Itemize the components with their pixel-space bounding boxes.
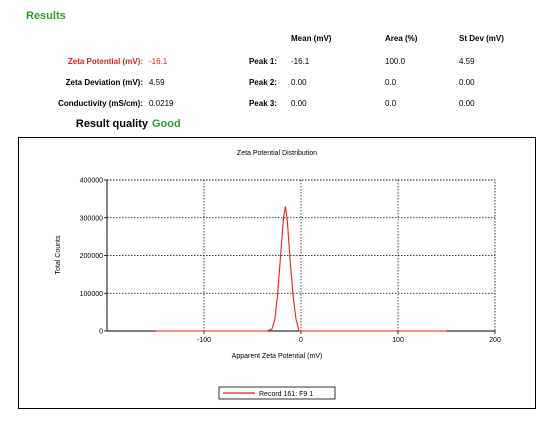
x-tick-label: 200 bbox=[489, 337, 501, 344]
header-area: Area (%) bbox=[385, 34, 418, 43]
peak-3-stdev: 0.00 bbox=[459, 99, 475, 108]
zeta-deviation-value: 4.59 bbox=[149, 78, 165, 87]
x-tick-label: 0 bbox=[299, 337, 303, 344]
results-title: Results bbox=[26, 10, 66, 22]
zeta-potential-label: Zeta Potential (mV): bbox=[67, 57, 143, 66]
x-tick-label: -100 bbox=[197, 337, 211, 344]
result-quality-value: Good bbox=[152, 118, 181, 130]
x-tick-label: 100 bbox=[392, 337, 404, 344]
conductivity-value: 0.0219 bbox=[149, 99, 174, 108]
header-mean: Mean (mV) bbox=[291, 34, 332, 43]
conductivity-label: Conductivity (mS/cm): bbox=[58, 99, 143, 108]
y-tick-label: 200000 bbox=[80, 253, 103, 260]
peak-2-area: 0.0 bbox=[385, 78, 397, 87]
x-axis-label: Apparent Zeta Potential (mV) bbox=[232, 353, 323, 360]
peak-1-area: 100.0 bbox=[385, 57, 406, 66]
zeta-potential-chart: Zeta Potential Distribution Apparent Zet… bbox=[55, 150, 501, 400]
peak-3-mean: 0.00 bbox=[291, 99, 307, 108]
chart-legend bbox=[218, 386, 336, 400]
zeta-chart-panel: Zeta Potential Distribution Apparent Zet… bbox=[18, 137, 536, 409]
y-tick-label: 400000 bbox=[80, 178, 103, 185]
peak-2-stdev: 0.00 bbox=[459, 78, 475, 87]
peak-3-area: 0.0 bbox=[385, 99, 397, 108]
header-stdev: St Dev (mV) bbox=[459, 34, 504, 43]
result-quality-label: Result quality bbox=[75, 118, 148, 130]
peak-1-mean: -16.1 bbox=[291, 57, 310, 66]
chart-title: Zeta Potential Distribution bbox=[237, 150, 317, 157]
zeta-deviation-label: Zeta Deviation (mV): bbox=[65, 78, 143, 87]
peak-1-label: Peak 1: bbox=[248, 57, 277, 66]
peak-3-label: Peak 3: bbox=[248, 99, 277, 108]
y-tick-label: 300000 bbox=[80, 215, 103, 222]
legend-label: Record 161: F9 1 bbox=[259, 391, 313, 398]
y-tick-label: 0 bbox=[99, 329, 103, 336]
y-axis-label: Total Counts bbox=[55, 235, 62, 274]
series-line-1 bbox=[155, 206, 447, 332]
peak-1-stdev: 4.59 bbox=[459, 57, 475, 66]
y-tick-label: 100000 bbox=[80, 291, 103, 298]
peak-2-mean: 0.00 bbox=[291, 78, 307, 87]
zeta-potential-value: -16.1 bbox=[149, 57, 168, 66]
peak-2-label: Peak 2: bbox=[248, 78, 277, 87]
